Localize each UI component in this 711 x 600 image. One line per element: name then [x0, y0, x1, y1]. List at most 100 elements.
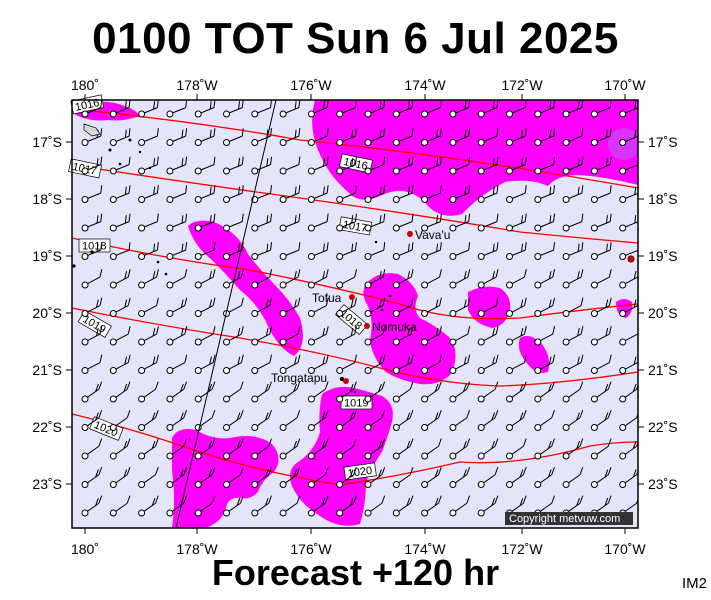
wind-barb: [251, 213, 273, 232]
forecast-label: Forecast +120 hr: [211, 552, 500, 593]
place-dot-nomuka: [364, 323, 370, 329]
wind-barb: [449, 213, 471, 232]
wind-barb: [590, 354, 612, 374]
wind-barb: [619, 129, 638, 146]
wind-barb: [166, 156, 188, 175]
isobar-label: 1018: [78, 238, 111, 253]
wind-barb: [279, 495, 301, 517]
wind-barbs: [81, 100, 638, 517]
wind-barb: [307, 438, 329, 460]
wind-barb: [223, 156, 244, 175]
wind-barb: [223, 100, 244, 118]
isobar-label: 1020: [343, 462, 377, 481]
svg-text:1018: 1018: [82, 241, 106, 253]
wind-barb: [506, 467, 527, 488]
wind-barb: [506, 326, 527, 346]
wind-barb: [279, 354, 301, 374]
wind-barb: [562, 128, 584, 146]
wind-barb: [534, 326, 556, 346]
wind-barb: [109, 354, 131, 374]
lon-label: 174˚W: [404, 77, 446, 93]
wind-barb: [109, 213, 131, 232]
wind-barb: [392, 213, 414, 232]
wind-barb: [166, 242, 188, 260]
wind-barb: [194, 100, 216, 118]
lat-label: 17˚S: [648, 134, 678, 150]
wind-barb: [307, 354, 329, 374]
wind-barb: [392, 269, 414, 289]
lat-label: 23˚S: [648, 476, 678, 492]
wind-barb: [307, 128, 329, 146]
wind-barb: [506, 410, 527, 431]
wind-barb: [166, 326, 188, 346]
wind-barb: [449, 495, 471, 517]
wind-barb: [477, 128, 499, 146]
wind-barb: [307, 269, 329, 289]
wind-barb: [364, 269, 386, 289]
wind-barb: [336, 467, 357, 488]
wind-barb: [534, 242, 556, 260]
wind-barb: [109, 185, 131, 203]
wind-barb: [619, 299, 638, 317]
wind-barb: [477, 185, 499, 203]
wind-barb: [81, 354, 103, 374]
wind-barb: [364, 185, 386, 203]
place-dot-tofua: [349, 294, 355, 300]
wind-barb: [364, 156, 386, 175]
wind-barb: [534, 185, 556, 203]
lon-label: 172˚W: [501, 541, 543, 557]
wind-barb: [534, 269, 556, 289]
wind-barb: [336, 381, 357, 403]
wind-barb: [590, 128, 612, 146]
lon-label: 178˚W: [176, 541, 218, 557]
wind-barb: [307, 242, 329, 260]
wind-barb: [223, 354, 244, 374]
wind-barb: [279, 438, 301, 460]
wind-barb: [364, 128, 386, 146]
wind-barb: [590, 213, 612, 232]
wind-barb: [138, 354, 159, 374]
wind-barb: [251, 467, 272, 488]
wind-barb: [392, 156, 414, 175]
wind-barb: [506, 128, 527, 146]
wind-barb: [477, 438, 499, 460]
wind-barb: [307, 381, 329, 403]
wind-barb: [109, 438, 131, 460]
wind-barb: [590, 156, 612, 175]
wind-barb: [562, 354, 584, 374]
wind-barb: [194, 354, 216, 374]
wind-barb: [392, 128, 414, 146]
wind-barb: [392, 438, 414, 460]
place-tongatapu: Tongatapu: [271, 371, 327, 385]
wind-barb: [534, 467, 555, 488]
wind-barb: [166, 438, 188, 460]
wind-barb: [392, 495, 414, 517]
lat-label: 22˚S: [648, 419, 678, 435]
lat-label: 21˚S: [648, 362, 678, 378]
wind-barb: [223, 242, 244, 260]
wind-barb: [534, 100, 556, 118]
wind-barb: [307, 213, 329, 232]
wind-barb: [421, 269, 442, 289]
rain-area-north: [312, 100, 638, 216]
wind-barb: [477, 410, 499, 431]
wind-barb: [194, 156, 216, 175]
wind-barb: [251, 381, 272, 403]
place-dot-tongatapu: [343, 378, 349, 384]
lon-label: 170˚W: [604, 541, 646, 557]
wind-barb: [81, 410, 103, 431]
wind-barb: [194, 242, 216, 260]
wind-barb: [421, 100, 442, 118]
svg-text:1019: 1019: [344, 398, 368, 410]
wind-barb: [307, 156, 329, 175]
wind-barb: [590, 185, 612, 203]
wind-barb: [251, 354, 273, 374]
wind-barb: [251, 326, 273, 346]
wind-barb: [223, 213, 244, 232]
wind-barb: [421, 354, 442, 374]
wind-barb: [449, 467, 471, 488]
wind-barb: [307, 326, 329, 346]
wind-barb: [449, 326, 471, 346]
wind-barb: [506, 297, 527, 317]
wind-barb: [251, 438, 272, 460]
